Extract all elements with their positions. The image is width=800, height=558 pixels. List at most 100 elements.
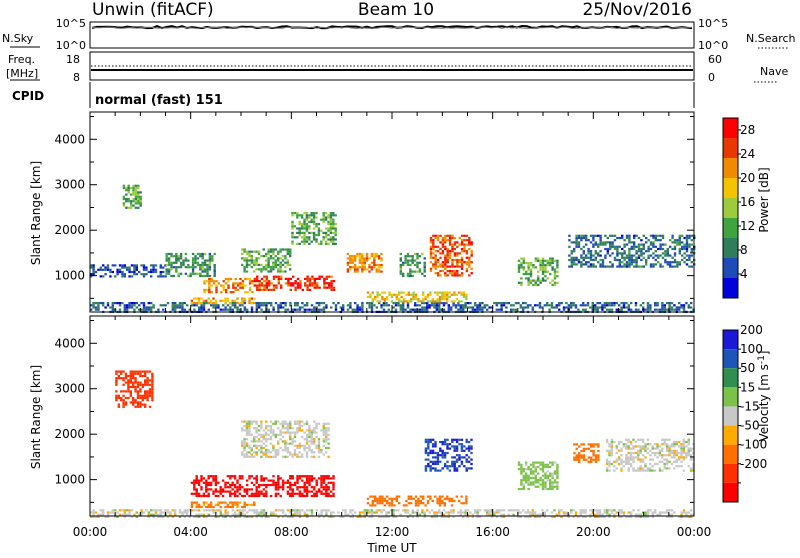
power-cell [260,308,263,311]
power-cell [226,304,230,307]
velocity-cell [651,465,654,468]
power-cell [189,274,192,278]
velocity-cell [687,511,690,514]
power-cell [126,266,129,269]
power-cell [272,288,276,291]
power-cell [551,283,554,287]
power-cell [441,243,445,246]
power-cell [253,259,256,262]
power-cell [656,308,659,311]
power-cell [455,293,458,296]
power-cell [349,261,352,264]
power-cell [265,288,268,291]
power-cell [444,267,447,270]
power-cell [322,236,325,239]
velocity-cell [625,462,628,466]
power-cell [201,268,204,271]
velocity-cell [610,511,614,514]
power-cell [630,241,633,244]
power-cell [436,258,440,262]
velocity-cell [544,465,547,469]
power-cell [199,266,202,269]
power-cell [541,279,545,282]
power-cell [183,308,186,311]
power-ytick-label: 3000 [54,178,85,192]
velocity-cell [313,488,316,491]
velocity-cell [603,515,606,518]
velocity-cell [354,511,357,514]
velocity-cell [453,469,456,472]
velocity-cell [656,462,659,466]
power-cell [129,193,133,196]
velocity-cell [274,433,277,436]
velocity-cell [606,509,609,512]
power-cell [274,261,277,264]
velocity-cell [541,463,545,466]
velocity-cell [313,494,316,498]
velocity-cell [231,503,234,506]
power-cell [208,263,212,267]
velocity-cell [442,513,446,516]
velocity-cell [404,511,407,514]
power-cell [251,280,254,283]
velocity-cell [522,485,525,488]
power-cell [303,223,306,226]
power-cell [439,234,442,237]
power-cell [556,261,559,265]
power-cell [145,306,148,309]
power-cell [436,291,439,294]
power-cell [272,286,276,289]
velocity-cell [281,427,285,430]
power-cell [657,256,660,259]
power-cell [432,247,435,251]
power-cell [644,308,647,311]
velocity-cell [447,515,450,518]
velocity-cell [279,433,282,436]
power-cell [215,291,218,294]
power-cell [520,257,523,260]
power-cell [332,242,335,245]
velocity-cell [154,513,158,516]
power-cell [421,302,424,305]
velocity-cell [544,485,547,488]
velocity-cell [313,420,316,423]
power-cell [604,265,607,268]
power-cell [433,302,436,305]
power-cell [327,234,330,237]
velocity-cell [236,509,239,512]
velocity-cell [397,509,400,512]
power-cell [262,304,266,307]
velocity-cell [243,449,246,452]
power-cell [191,263,195,267]
power-cell [296,286,300,289]
power-cell [208,284,211,287]
velocity-cell [118,513,122,516]
power-cell [416,266,419,269]
power-cell [621,261,624,264]
power-cell [281,248,285,251]
power-cell [272,284,276,287]
velocity-cell [174,513,177,516]
power-cell [456,245,459,248]
power-cell [209,299,213,302]
velocity-region-0 [90,509,695,518]
power-cell [422,298,425,301]
velocity-cell [601,515,604,518]
power-cell [596,302,599,305]
velocity-cell [443,504,446,507]
velocity-cell [310,477,314,480]
velocity-cell [317,455,321,458]
power-cell [465,263,469,266]
velocity-cell [327,492,330,495]
power-cell [193,297,196,300]
velocity-cell [438,511,441,514]
velocity-cell [260,424,263,428]
power-cell [589,265,593,268]
velocity-cell [453,456,456,459]
power-cell [138,304,141,307]
power-cell [90,304,93,307]
velocity-cell [109,511,112,514]
velocity-cell [238,486,242,489]
velocity-cell [436,456,440,459]
velocity-cell [629,443,633,446]
